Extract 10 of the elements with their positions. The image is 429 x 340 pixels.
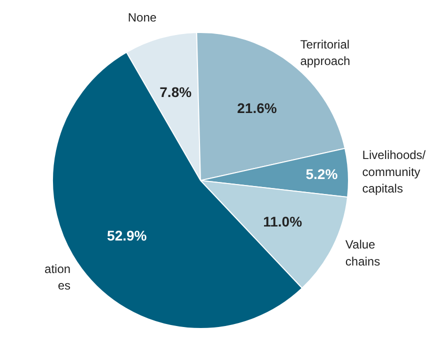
data-label: 52.9%: [107, 227, 148, 244]
slice-label: Livelihoods/ community capitals: [362, 148, 426, 196]
data-label: 21.6%: [237, 100, 278, 116]
slice-label: Territorial approach: [300, 37, 350, 68]
data-label: 11.0%: [263, 214, 303, 230]
data-label: 7.8%: [160, 84, 192, 100]
slice-label: ation es: [44, 262, 71, 293]
slice-label: None: [128, 10, 157, 25]
slice-label: Value chains: [345, 238, 380, 268]
data-label: 5.2%: [306, 166, 338, 182]
